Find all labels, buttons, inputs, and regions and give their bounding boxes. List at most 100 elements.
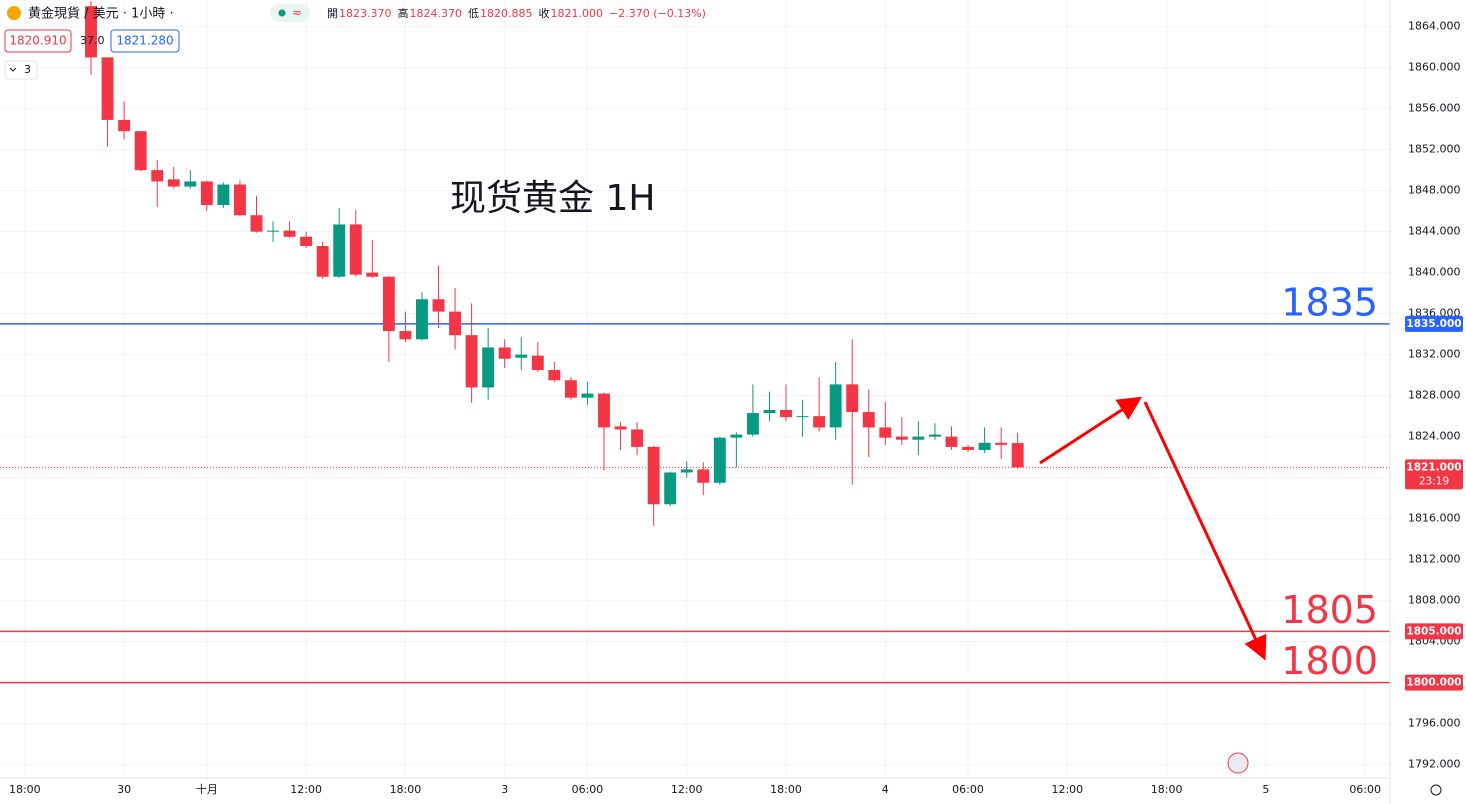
axis: 1792.0001796.0001800.0001804.0001808.000… xyxy=(9,20,1463,796)
candle-body xyxy=(482,347,495,388)
candle-body xyxy=(829,384,842,428)
y-tick-label: 1844.000 xyxy=(1408,225,1461,238)
candle-body xyxy=(233,184,246,216)
candle-body xyxy=(664,472,677,505)
candle-body xyxy=(548,370,561,381)
y-tick-label: 1824.000 xyxy=(1408,430,1461,443)
candle-body xyxy=(449,311,462,336)
countdown: 23:19 xyxy=(1419,475,1449,487)
x-tick-label: 18:00 xyxy=(1151,783,1183,796)
candle-body xyxy=(631,429,644,447)
x-tick-label: 30 xyxy=(117,783,131,796)
candle-body xyxy=(598,393,610,428)
ohlc-label: 低 xyxy=(468,7,479,20)
ohlc-label: 高 xyxy=(398,6,409,20)
level-text: 1835 xyxy=(1281,280,1378,324)
x-tick-label: 十月 xyxy=(196,782,218,796)
x-tick-label: 06:00 xyxy=(952,783,984,796)
bid: 1820.910 xyxy=(9,34,66,48)
candle-body xyxy=(1011,443,1024,468)
candle-body xyxy=(763,409,776,414)
symbol[interactable]: 黄金現貨 / 美元 · 1小時 · xyxy=(28,6,174,22)
y-tick-label: 1792.000 xyxy=(1408,758,1461,771)
level-text: 1805 xyxy=(1281,588,1378,632)
level-label-box xyxy=(1405,623,1463,640)
x-tick-label: 12:00 xyxy=(290,783,322,796)
candle-body xyxy=(333,224,346,277)
candle-body xyxy=(349,224,362,275)
candle-body xyxy=(713,437,726,483)
candle-body xyxy=(697,469,710,483)
x-tick-label: 06:00 xyxy=(1349,783,1381,796)
price-axis xyxy=(1390,0,1466,804)
status-pill[interactable] xyxy=(270,4,310,22)
x-tick-label: 18:00 xyxy=(770,783,802,796)
candle-body xyxy=(846,384,859,413)
grid xyxy=(0,0,1390,780)
status-dot xyxy=(278,9,286,17)
candle-body xyxy=(614,426,627,430)
flag-icon[interactable] xyxy=(1227,752,1249,774)
x-tick-label: 18:00 xyxy=(390,783,422,796)
candle-body xyxy=(862,412,875,428)
ask-box[interactable] xyxy=(110,29,180,53)
x-tick-label: 5 xyxy=(1262,783,1269,796)
ohlc-legend: 開1823.370 高1824.370 低1820.885 收1821.000 −2.3… xyxy=(327,6,706,20)
ohlc-value: 1824.370 xyxy=(410,7,463,20)
y-tick-label: 1848.000 xyxy=(1408,184,1461,197)
candle-body xyxy=(746,413,759,435)
chart-annotation: 现货黄金 1H xyxy=(450,178,655,219)
candle-body xyxy=(366,272,379,277)
candle-body xyxy=(85,6,97,58)
candle-body xyxy=(283,230,296,237)
x-tick-label: 18:00 xyxy=(9,783,41,796)
candles xyxy=(85,1,1024,526)
y-tick-label: 1796.000 xyxy=(1408,717,1461,730)
symbol-icon xyxy=(7,6,21,20)
ohlc-value: 1823.370 xyxy=(339,7,392,20)
arrow-up xyxy=(1039,396,1143,465)
y-tick-label: 1808.000 xyxy=(1408,594,1461,607)
spread: 37.0 xyxy=(80,34,105,47)
bid-box[interactable] xyxy=(4,29,72,53)
x-tick-label: 06:00 xyxy=(572,783,604,796)
ask: 1821.280 xyxy=(116,34,173,48)
x-tick-label: 12:00 xyxy=(1051,783,1083,796)
ohlc-label: 開 xyxy=(327,7,338,20)
level-label-box xyxy=(1405,315,1463,332)
ohlc-label: 收 xyxy=(539,6,550,20)
y-tick-label: 1840.000 xyxy=(1408,266,1461,279)
candle-body xyxy=(796,416,809,418)
arrow-down xyxy=(1143,401,1267,661)
candle-body xyxy=(267,230,279,232)
candle-body xyxy=(399,331,412,340)
candle-body xyxy=(730,434,743,438)
y-tick-label: 1812.000 xyxy=(1408,553,1461,566)
y-tick-label: 1864.000 xyxy=(1408,20,1461,33)
level-label-box xyxy=(1405,674,1463,691)
level-label: 1805.000 xyxy=(1406,625,1461,637)
candle-body xyxy=(200,181,213,205)
candle-body xyxy=(250,215,263,232)
y-tick-label: 1852.000 xyxy=(1408,143,1461,156)
candle-body xyxy=(465,335,478,388)
indicators-count: 3 xyxy=(24,63,31,76)
ohlc-value: 1820.885 xyxy=(480,7,533,20)
x-tick-label: 12:00 xyxy=(671,783,703,796)
level-label: 1835.000 xyxy=(1406,318,1461,330)
last-price-box xyxy=(1405,459,1463,490)
candle-body xyxy=(416,299,428,340)
status-icon: ≈ xyxy=(292,6,302,20)
candle-body xyxy=(912,436,925,440)
candle-body xyxy=(101,57,114,120)
level-label: 1800.000 xyxy=(1406,677,1461,689)
candle-body xyxy=(995,442,1008,445)
settings-icon[interactable] xyxy=(1430,784,1442,796)
indicators-toggle[interactable] xyxy=(4,60,38,80)
candle-body xyxy=(978,442,991,450)
candle-body xyxy=(184,181,197,187)
candle-body xyxy=(962,446,974,450)
candle-body xyxy=(647,446,660,505)
